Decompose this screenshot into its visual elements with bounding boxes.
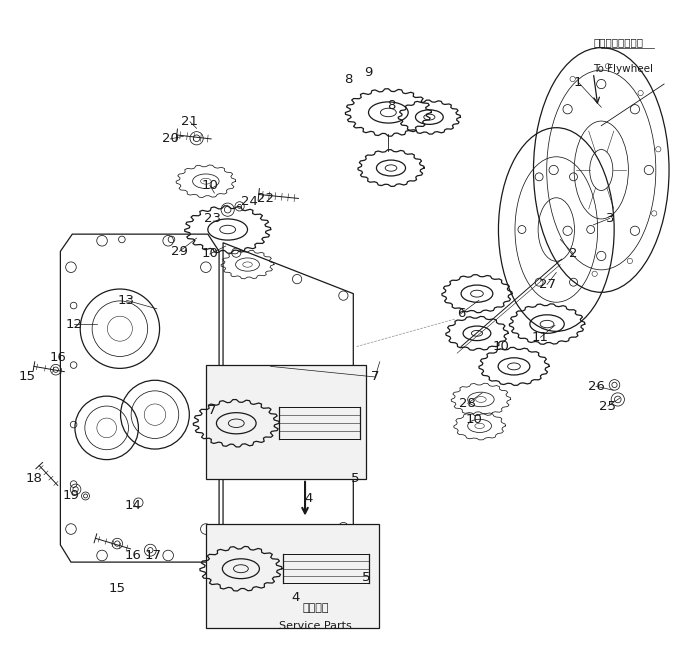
FancyBboxPatch shape [206, 524, 379, 628]
Text: 23: 23 [204, 212, 221, 225]
Text: 2: 2 [569, 248, 577, 260]
Text: 7: 7 [371, 371, 379, 384]
Text: Service Parts: Service Parts [279, 622, 352, 631]
Text: 8: 8 [387, 100, 395, 112]
Text: 10: 10 [202, 179, 218, 192]
Text: 12: 12 [65, 317, 82, 331]
Text: 16: 16 [49, 351, 66, 364]
Text: 11: 11 [532, 331, 549, 344]
FancyBboxPatch shape [206, 365, 366, 479]
Text: 5: 5 [351, 472, 360, 485]
Text: 25: 25 [599, 400, 617, 412]
Text: 22: 22 [257, 192, 274, 205]
Text: 15: 15 [19, 371, 36, 384]
Text: 13: 13 [118, 293, 135, 307]
Text: 26: 26 [587, 380, 604, 392]
Text: 7: 7 [208, 404, 217, 416]
Text: To Flywheel: To Flywheel [594, 64, 653, 74]
Text: 19: 19 [62, 489, 79, 503]
Text: 24: 24 [241, 195, 258, 208]
Text: 10: 10 [466, 413, 483, 426]
Text: 17: 17 [144, 549, 162, 562]
Text: 3: 3 [606, 212, 614, 225]
Text: 10: 10 [492, 340, 509, 353]
Text: 6: 6 [457, 307, 466, 320]
Text: 8: 8 [344, 73, 353, 86]
Text: 21: 21 [181, 116, 199, 128]
Text: 9: 9 [364, 66, 372, 79]
Text: 20: 20 [162, 132, 178, 145]
Text: 18: 18 [25, 472, 43, 485]
Text: 4: 4 [292, 592, 300, 604]
Text: 27: 27 [538, 278, 556, 291]
Text: 4: 4 [304, 492, 313, 505]
Text: 16: 16 [125, 549, 141, 562]
Text: フライホイールへ: フライホイールへ [594, 37, 643, 47]
Text: 14: 14 [125, 499, 141, 512]
Text: 15: 15 [108, 582, 126, 595]
Text: 29: 29 [171, 245, 188, 258]
Text: 10: 10 [202, 248, 218, 260]
Text: 1: 1 [574, 76, 582, 88]
Text: 5: 5 [363, 572, 371, 584]
Text: 28: 28 [459, 397, 476, 410]
Text: 補給専用: 補給専用 [302, 603, 329, 613]
